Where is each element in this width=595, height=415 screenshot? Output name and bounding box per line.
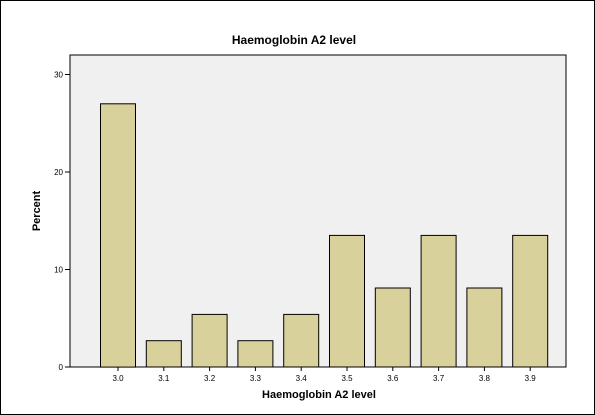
y-tick-label-0: 0 <box>59 363 64 372</box>
bar-3.6 <box>374 287 411 368</box>
bar-3.4 <box>283 313 320 368</box>
y-tick-label-20: 20 <box>54 168 63 177</box>
x-axis: 3.0 3.1 3.2 3.3 3.4 3.5 3.6 3.7 3.8 3.9 <box>112 367 536 383</box>
bar-3.9 <box>512 234 549 368</box>
chart-title: Haemoglobin A2 level <box>232 33 356 47</box>
bar-3.0 <box>100 103 136 368</box>
x-axis-title: Haemoglobin A2 level <box>262 389 376 401</box>
bar-3.2 <box>191 313 228 368</box>
y-axis-title: Percent <box>31 190 43 231</box>
x-tick-label-3.1: 3.1 <box>158 374 170 383</box>
bar-3.7 <box>420 234 457 368</box>
bar-3.8 <box>466 287 503 368</box>
y-tick-label-30: 30 <box>54 71 63 80</box>
x-tick-label-3.6: 3.6 <box>387 374 399 383</box>
y-tick-label-10: 10 <box>54 266 63 275</box>
x-tick-label-3.8: 3.8 <box>479 374 491 383</box>
x-tick-label-3.5: 3.5 <box>341 374 353 383</box>
x-tick-label-3.4: 3.4 <box>296 374 308 383</box>
x-tick-label-3.7: 3.7 <box>433 374 445 383</box>
x-tick-label-3.3: 3.3 <box>250 374 262 383</box>
x-tick-label-3.2: 3.2 <box>204 374 216 383</box>
x-tick-label-3.9: 3.9 <box>525 374 537 383</box>
y-axis: 0 10 20 30 <box>54 71 70 372</box>
x-tick-label-3.0: 3.0 <box>112 374 124 383</box>
bar-3.5 <box>329 234 365 368</box>
bars-group <box>100 103 549 368</box>
bar-3.1 <box>145 340 182 368</box>
bar-3.3 <box>237 340 274 368</box>
